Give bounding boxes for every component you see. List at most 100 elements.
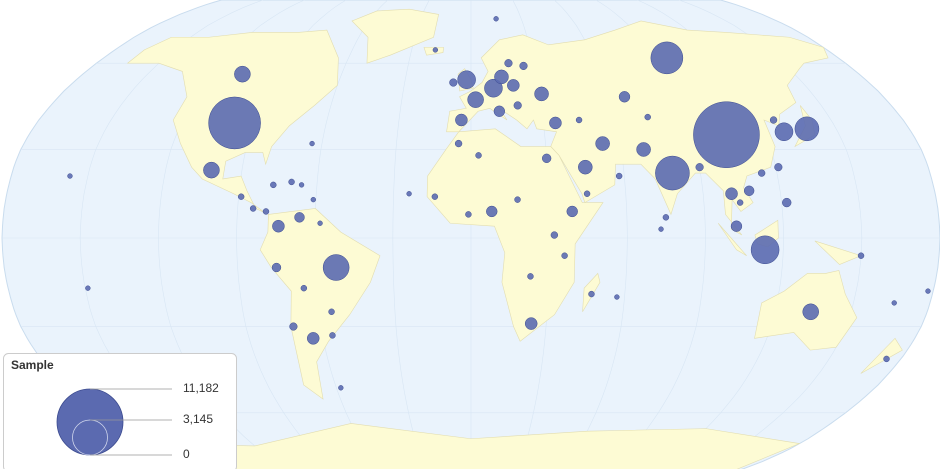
bubble: [695, 163, 704, 172]
bubble: [249, 205, 257, 212]
bubble: [588, 290, 595, 298]
land: [259, 208, 381, 400]
bubble: [317, 220, 323, 226]
bubble: [575, 116, 583, 124]
bubble: [774, 163, 783, 172]
bubble: [614, 294, 620, 300]
bubble: [857, 252, 865, 259]
bubble: [454, 139, 463, 148]
bubble: [534, 86, 549, 102]
bubble: [504, 59, 513, 68]
bubble: [338, 385, 344, 391]
bubble: [736, 199, 744, 206]
bubble: [618, 91, 631, 103]
legend-title: Sample: [11, 358, 54, 372]
bubble: [541, 153, 552, 163]
bubble: [270, 181, 277, 189]
bubble: [486, 205, 498, 218]
bubble: [891, 300, 897, 306]
bubble: [475, 152, 482, 159]
bubble: [465, 211, 472, 218]
bubble: [262, 208, 270, 215]
bubble: [455, 113, 468, 127]
legend-size-label: 3,145: [183, 412, 213, 426]
bubble: [769, 116, 778, 124]
land: [814, 240, 862, 265]
land: [717, 223, 747, 256]
bubble: [300, 284, 308, 292]
bubble: [328, 308, 335, 315]
bubble: [524, 317, 538, 330]
legend-size-label: 11,182: [183, 381, 219, 395]
bubble: [636, 142, 651, 157]
bubble: [655, 155, 690, 191]
bubble: [457, 70, 476, 89]
bubble: [802, 303, 819, 321]
bubble: [514, 196, 521, 203]
bubble: [322, 254, 350, 281]
land: [142, 423, 801, 469]
bubble: [493, 16, 499, 22]
bubble: [208, 96, 261, 150]
bubble: [757, 169, 766, 177]
bubble: [662, 214, 670, 221]
bubble: [67, 173, 73, 179]
bubble: [203, 161, 220, 179]
bubble: [527, 273, 534, 280]
bubbles: [67, 16, 931, 391]
legend-bubble: [56, 388, 124, 456]
bubble: [507, 79, 520, 92]
bubble: [272, 219, 285, 233]
bubble: [467, 91, 484, 108]
bubble: [494, 69, 509, 85]
bubble: [288, 178, 295, 186]
land: [860, 337, 903, 374]
bubble: [234, 65, 251, 83]
bubble: [883, 355, 890, 363]
bubble: [750, 235, 780, 265]
bubble: [432, 47, 439, 53]
bubble: [650, 41, 684, 75]
bubble: [583, 190, 591, 197]
bubble: [595, 136, 610, 151]
bubble: [310, 196, 316, 203]
bubble: [519, 61, 528, 70]
bubble: [925, 288, 931, 294]
bubble: [774, 122, 794, 142]
bubble: [298, 182, 305, 188]
bubble: [730, 220, 743, 232]
bubble: [449, 78, 458, 87]
legend: Sample 11,182 3,145 0: [3, 353, 237, 469]
bubble: [782, 197, 792, 208]
bubble: [743, 185, 755, 196]
bubble: [329, 332, 336, 339]
bubble: [289, 322, 298, 331]
bubble: [306, 332, 320, 345]
bubble: [484, 78, 503, 98]
bubble: [431, 193, 439, 200]
bubble: [550, 231, 559, 239]
bubble: [549, 116, 562, 130]
bubble: [794, 116, 820, 142]
bubble: [566, 205, 578, 218]
bubble: [615, 172, 623, 180]
bubble: [294, 212, 305, 223]
bubble: [644, 113, 651, 121]
bubble: [561, 252, 568, 259]
bubble: [493, 105, 505, 117]
bubble: [85, 285, 91, 291]
bubble: [309, 140, 315, 147]
land: [426, 128, 604, 342]
land: [351, 8, 439, 64]
legend-size-label: 0: [183, 447, 190, 461]
bubble: [406, 191, 412, 197]
bubble: [693, 101, 760, 168]
bubble: [725, 187, 738, 200]
bubble: [237, 193, 245, 200]
bubble: [513, 101, 522, 110]
bubble: [658, 226, 664, 232]
bubble: [271, 262, 282, 273]
bubble: [578, 159, 593, 175]
